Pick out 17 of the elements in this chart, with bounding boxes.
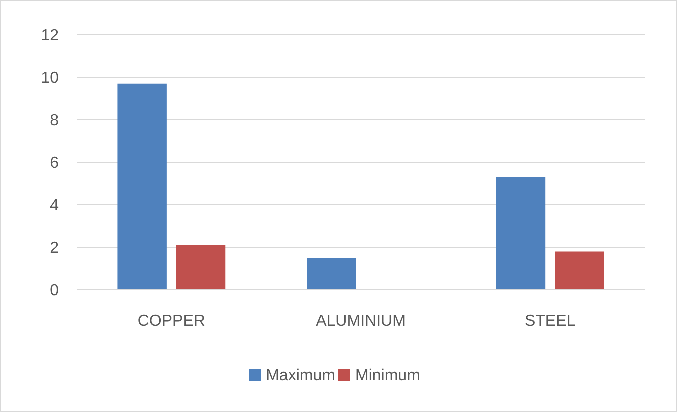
y-tick-label: 12 — [41, 28, 60, 45]
y-tick-label: 8 — [50, 112, 60, 130]
y-tick-label: 6 — [50, 155, 60, 172]
y-tick-label: 4 — [50, 198, 60, 215]
x-tick-label: ALUMINIUM — [316, 313, 406, 330]
legend-label: Maximum — [266, 368, 336, 385]
bar — [176, 245, 226, 290]
y-tick-label: 0 — [50, 282, 60, 300]
x-tick-label: COPPER — [138, 313, 206, 330]
bar — [555, 252, 604, 290]
legend-label: Minimum — [356, 368, 420, 385]
y-tick-label: 2 — [50, 240, 60, 258]
bar — [496, 177, 546, 290]
bar — [118, 84, 167, 290]
y-tick-label: 10 — [41, 70, 60, 88]
x-tick-label: STEEL — [524, 313, 576, 330]
bar — [307, 258, 356, 290]
